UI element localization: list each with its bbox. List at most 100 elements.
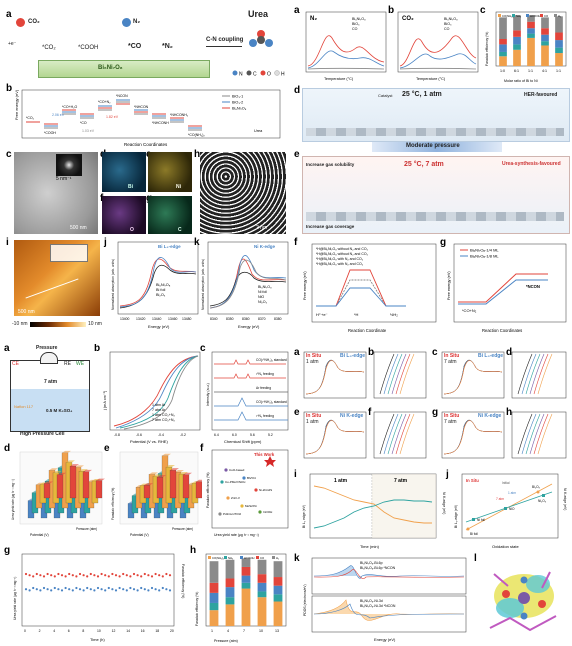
yield-point (60, 574, 64, 577)
saed-scale: 5 nm⁻¹ (56, 176, 72, 182)
bar-category: 1:1 (528, 69, 533, 73)
yield-point (168, 574, 172, 577)
tpd-n2-gas: N₂ (310, 16, 317, 22)
j-lab-4: Ni₂O₃ (538, 499, 547, 503)
urea-label: Urea (248, 9, 269, 19)
x-axis-label: Molar ratio of Bi to Ni (504, 79, 538, 83)
fe-point (50, 589, 53, 592)
scheme1-catalyst: Catalyst (378, 93, 393, 98)
afm-min: -10 nm (12, 321, 28, 327)
fe-point (35, 588, 38, 591)
catalyst-label: Bi₆Ni₇O₈ (98, 65, 123, 71)
g-legend-0: Bi₆Ni₇O₈-1/4 ML (470, 248, 499, 253)
insitu-ni-7atm (441, 411, 505, 459)
co2-label: CO₂ (28, 19, 40, 25)
step-co: *CO (128, 43, 142, 50)
j-lab-2: Ni foil (477, 518, 485, 522)
k-legend-0: Bi₆Ni₇O₈ (258, 285, 272, 289)
bar-segment (527, 33, 535, 38)
bar-3d-top (166, 465, 175, 468)
br-label-i: i (294, 469, 297, 480)
bar-segment (527, 28, 535, 34)
lsv-tick-1: -0.6 (136, 433, 142, 437)
afm-max: 10 nm (88, 321, 102, 327)
nmr-xlabel: Chemical Shift (ppm) (224, 439, 262, 444)
bar-segment (527, 21, 535, 29)
br-e-edge: Ni K-edge (340, 413, 364, 419)
legend-h: H (281, 72, 285, 78)
k-xlabel: Energy (eV) (238, 324, 260, 329)
bar-category: 1 (211, 629, 213, 633)
bar-segment (513, 30, 521, 37)
eds-c-label: C (178, 227, 182, 233)
j-lab-5: Initial (502, 481, 510, 485)
j-tick-1: 13420 (136, 317, 146, 321)
her-legend-1: *H@Bi₆Ni₇O₈ without N₂ and CO₂ (316, 252, 369, 256)
fe-point (53, 586, 56, 590)
comparison-scatter: This Work CuO-based Co-PMoV/NiOx BiVO4 N… (206, 449, 289, 537)
lsv-xlabel: Potential (V vs. RHE) (130, 439, 168, 444)
plot-frame (511, 411, 567, 459)
yield-point (71, 574, 74, 577)
fe-point (154, 588, 157, 591)
lsv-plot: 1 atm Ar 7 atm Ar 1 atm CO₂+N₂ 7 atm CO₂… (103, 351, 201, 444)
lsv-tick-2: -0.4 (158, 433, 164, 437)
fe-point (75, 586, 78, 590)
pressure-cell (10, 360, 90, 432)
bar-3d-top (49, 468, 58, 471)
lsv-tick-3: -0.2 (180, 433, 186, 437)
afm-profile-inset (50, 244, 88, 262)
bar-3d-top (196, 479, 202, 482)
legend-label: NH₃ (228, 556, 233, 560)
panel-label-j: j (104, 237, 107, 248)
afm-scale: 500 nm (18, 309, 35, 315)
bar-segment (541, 17, 549, 29)
yield-point (147, 574, 150, 577)
ncon-energy-plot: Bi₆Ni₇O₈-1/4 ML Bi₆Ni₇O₈-1/8 ML *CO+N₂ *… (447, 243, 567, 333)
bar-3d-top (53, 470, 62, 473)
zoom-trace (391, 413, 407, 455)
xanes-trace (443, 419, 503, 455)
her-state-2: ½H₂ (390, 312, 398, 317)
bar-segment (541, 28, 549, 35)
nmr-trace-4: ¹⁴N₂ feeding (256, 414, 274, 418)
fe-point (86, 586, 89, 590)
bar-3d-top (153, 474, 162, 477)
legend-swatch (540, 14, 543, 17)
fe-point (118, 586, 121, 590)
top-right-figure: a N₂ Bi₆Ni₇O₈ BiO₃ CO Temperature (°C) b… (292, 0, 572, 340)
f-ref-2: BiVO4 (247, 476, 256, 480)
zoom-trace (399, 413, 415, 455)
br-e-sub: 1 atm (306, 419, 319, 425)
bar-segment (513, 49, 521, 66)
bar-segment (241, 566, 251, 576)
br-label-c: c (432, 347, 438, 358)
bar-segment (273, 585, 283, 595)
yield-point (132, 572, 136, 576)
re-label: RE (64, 361, 71, 367)
electron-step-1: +e⁻ (8, 41, 17, 47)
plot-frame (441, 411, 505, 459)
bar-3d-top (57, 472, 66, 475)
fe-point (114, 589, 118, 592)
bar-3d-top (157, 475, 166, 478)
bar-category: 10 (259, 629, 263, 633)
tpd-n2-plot: N₂ Bi₆Ni₇O₈ BiO₃ CO Temperature (°C) (305, 11, 387, 81)
g-xlabel: Reaction Coordinates (482, 328, 522, 333)
fe-point (136, 589, 139, 592)
fe-point (60, 589, 64, 592)
fe-point (57, 588, 60, 591)
yield-point (93, 574, 96, 577)
yield-point (154, 572, 157, 576)
g-tick: 14 (126, 629, 130, 633)
legend-c: C (253, 72, 257, 78)
br-g-sub: 7 atm (444, 419, 457, 425)
yield-point (161, 575, 164, 578)
top-left-figure: a Bi₆Ni₇O₈ CO₂ N₂ +e⁻ *CO₂ *COOH *CO *N₂… (0, 0, 290, 340)
tem-scale: 500 nm (70, 225, 87, 231)
k-legend-3: Ni₂O₃ (258, 300, 268, 304)
nmr-plot: CO(¹⁵NH₂)₂ standard ¹⁵N₂ feeding Ar feed… (206, 351, 289, 444)
bar-category: 4:1 (542, 69, 547, 73)
scheme2-note2: Increase gas coverage (306, 224, 355, 229)
bar-segment (499, 39, 507, 45)
